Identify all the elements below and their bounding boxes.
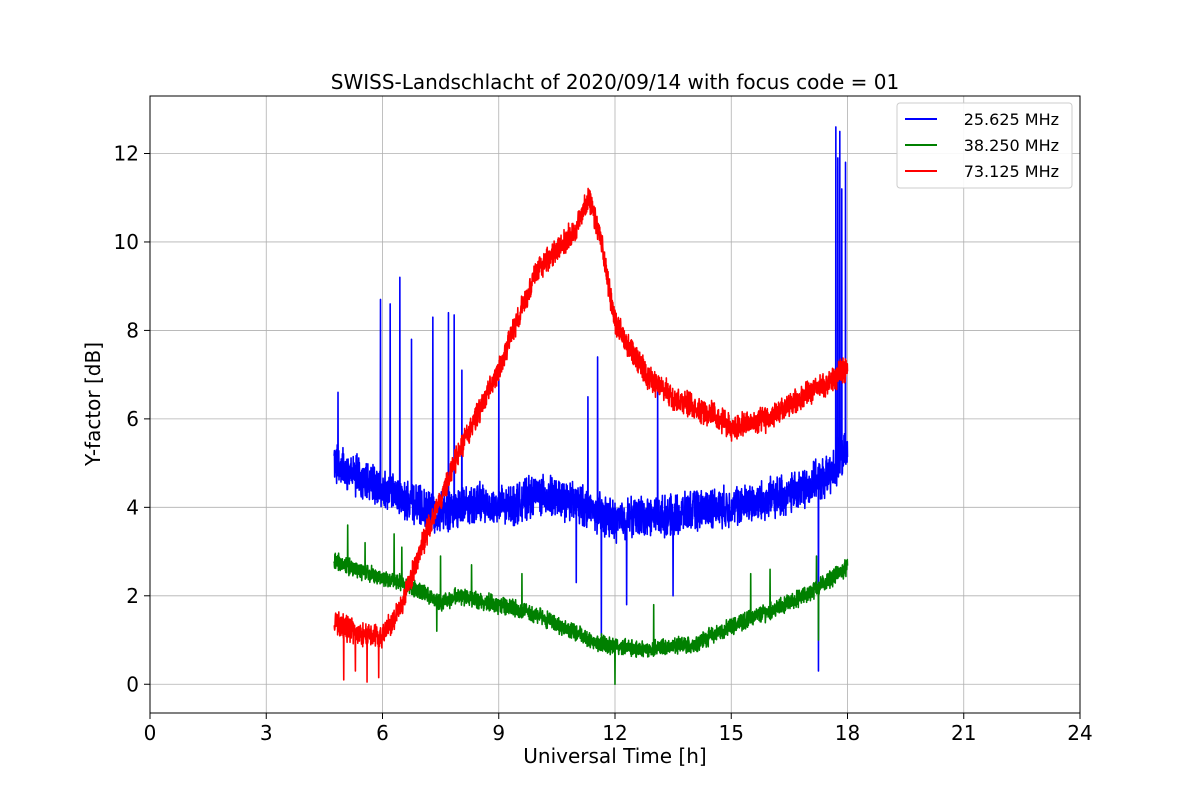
legend-label: 38.250 MHz xyxy=(964,136,1059,155)
x-tick-label: 3 xyxy=(260,721,273,745)
x-axis-label: Universal Time [h] xyxy=(523,744,706,768)
y-tick-label: 6 xyxy=(126,407,139,431)
x-tick-label: 21 xyxy=(951,721,976,745)
legend-label: 25.625 MHz xyxy=(964,110,1059,129)
x-tick-label: 6 xyxy=(376,721,389,745)
y-tick-label: 8 xyxy=(126,318,139,342)
y-tick-label: 2 xyxy=(126,584,139,608)
y-axis-label: Y-factor [dB] xyxy=(81,342,105,467)
x-axis: 0 3 6 9 12 15 18 21 24 xyxy=(144,713,1093,745)
plot-area xyxy=(333,126,849,686)
x-tick-label: 0 xyxy=(144,721,157,745)
x-tick-label: 18 xyxy=(835,721,860,745)
legend-label: 73.125 MHz xyxy=(964,162,1059,181)
legend: 25.625 MHz 38.250 MHz 73.125 MHz xyxy=(896,102,1073,189)
y-tick-label: 0 xyxy=(126,672,139,696)
series-line-1 xyxy=(333,126,849,672)
series-line-3 xyxy=(333,187,849,683)
legend-box xyxy=(896,102,1073,189)
y-tick-label: 12 xyxy=(114,141,139,165)
grid xyxy=(149,96,1081,713)
y-tick-label: 10 xyxy=(114,230,139,254)
x-tick-label: 9 xyxy=(492,721,505,745)
x-tick-label: 15 xyxy=(719,721,744,745)
x-tick-label: 12 xyxy=(602,721,627,745)
x-tick-label: 24 xyxy=(1067,721,1092,745)
series-line-2 xyxy=(333,524,849,686)
y-axis: 0 2 4 6 8 10 12 xyxy=(114,141,150,696)
y-tick-label: 4 xyxy=(126,495,139,519)
chart-title: SWISS-Landschlacht of 2020/09/14 with fo… xyxy=(331,70,899,94)
